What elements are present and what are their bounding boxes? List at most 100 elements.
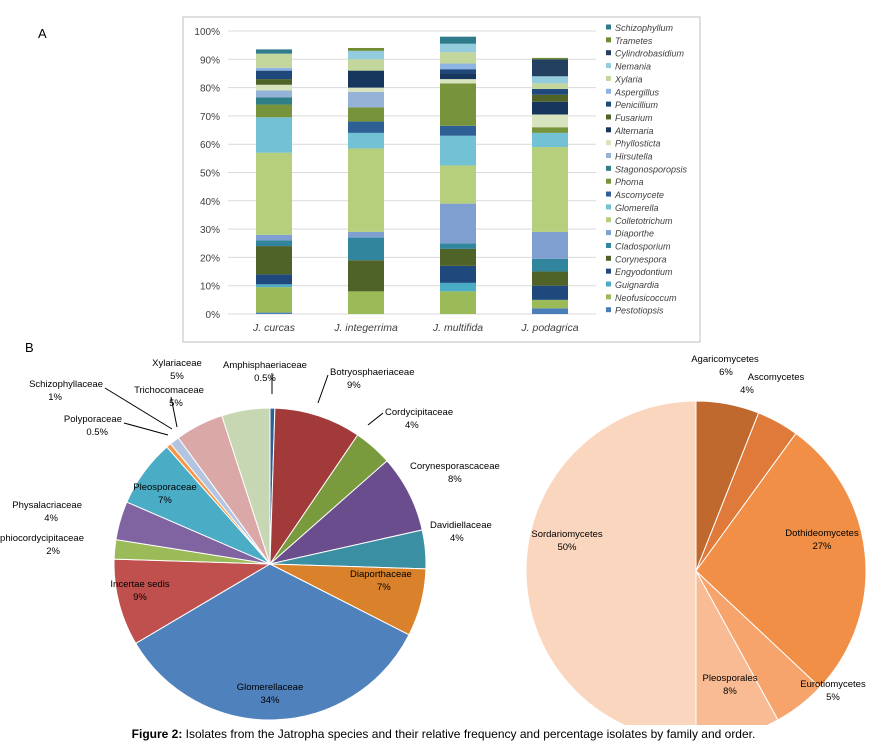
legend-label-neofusicoccum: Neofusicoccum xyxy=(615,293,677,303)
y-tick-label: 70% xyxy=(200,112,220,123)
order-pie-chart: Agaricomycetes 6% Ascomycetes 4% Dothideomyc… xyxy=(525,354,867,725)
bar-segment-alternaria xyxy=(532,101,568,115)
x-tick-label: J. multifida xyxy=(432,322,483,334)
leader-line xyxy=(317,374,329,404)
legend-label-ascomycete: Ascomycete xyxy=(614,190,664,200)
bar-segment-xylaria xyxy=(532,83,568,90)
bar-segment-nemania xyxy=(532,76,568,84)
bar-segment-engyodontium xyxy=(532,285,568,300)
y-tick-label: 40% xyxy=(200,197,220,208)
legend-swatch xyxy=(606,88,611,94)
legend-label-phoma: Phoma xyxy=(615,177,644,187)
bar-segment-phyllosticta xyxy=(256,84,292,91)
family-pct-amphisphaeriaceae: 0.5% xyxy=(254,373,276,384)
x-tick-label: J. curcas xyxy=(252,322,296,334)
order-pct-sordariomycetes: 50% xyxy=(557,542,577,553)
legend-label-alternaria: Alternaria xyxy=(614,126,654,136)
bar-segment-schizophyllum xyxy=(256,49,292,54)
y-tick-label: 20% xyxy=(200,253,220,264)
y-tick-label: 80% xyxy=(200,84,220,95)
family-label-davidiellaceae: Davidiellaceae xyxy=(430,520,492,531)
legend-swatch xyxy=(606,268,611,274)
panel-b-label: B xyxy=(25,340,34,355)
family-label-physalacriaceae: Physalacriaceae xyxy=(12,500,82,511)
legend-swatch xyxy=(606,191,611,197)
bar-segment-neofusicoccum xyxy=(348,291,384,314)
bar-segment-diaporthe xyxy=(348,231,384,238)
legend-label-trametes: Trametes xyxy=(615,36,653,46)
legend-label-schizophyllum: Schizophyllum xyxy=(615,23,674,33)
family-slice-xylariaceae xyxy=(221,407,271,565)
bar-segment-alternaria xyxy=(348,70,384,88)
legend-label-phyllosticta: Phyllosticta xyxy=(615,139,661,149)
bar-segment-penicillium xyxy=(532,89,568,95)
bar-segment-xylaria xyxy=(256,53,292,68)
family-pct-cordycipitaceae: 4% xyxy=(405,420,419,431)
legend-label-fusarium: Fusarium xyxy=(615,113,653,123)
legend-swatch xyxy=(606,50,611,56)
legend-label-corynespora: Corynespora xyxy=(615,254,667,264)
legend-swatch xyxy=(606,294,611,300)
legend-swatch xyxy=(606,127,611,133)
family-pct-corynesporascaceae: 8% xyxy=(448,474,462,485)
legend-label-hirsutella: Hirsutella xyxy=(615,152,653,162)
bar-segment-hirsutella xyxy=(256,90,292,98)
bar-segment-penicillium xyxy=(440,69,476,74)
family-pie-chart: Amphisphaeriaceae 0.5% Botryosphaeriaceae 9… xyxy=(0,358,500,721)
bar-segment-engyodontium xyxy=(440,265,476,283)
bar-segment-diaporthe xyxy=(532,231,568,259)
y-tick-label: 90% xyxy=(200,55,220,66)
bar-segment-stagonosporopsis xyxy=(256,97,292,105)
family-label-incertae-sedis: Incertae sedis xyxy=(110,579,169,590)
bar-segment-corynespora xyxy=(440,248,476,266)
legend-label-cylindrobasidium: Cylindrobasidium xyxy=(615,49,685,59)
bar-segment-nemania xyxy=(440,43,476,53)
legend-label-cladosporium: Cladosporium xyxy=(615,241,671,251)
bar-segment-colletotrichum xyxy=(348,148,384,232)
bar-segment-corynespora xyxy=(532,271,568,286)
legend-swatch xyxy=(606,63,611,69)
family-label-pleosporaceae: Pleosporaceae xyxy=(133,482,196,493)
order-slice-sordariomycetes xyxy=(525,400,697,725)
bar-segment-aspergillus xyxy=(440,63,476,70)
bar-segment-phoma xyxy=(532,127,568,133)
order-pct-ascomycetes: 4% xyxy=(740,385,754,396)
bar-segment-neofusicoccum xyxy=(256,287,292,313)
family-label-cordycipitaceae: Cordycipitaceae xyxy=(385,407,453,418)
legend-label-stagonosporopsis: Stagonosporopsis xyxy=(615,164,688,174)
family-slice-glomerellaceae xyxy=(135,563,410,721)
bar-segment-pestotiopsis xyxy=(256,312,292,314)
family-label-amphisphaeriaceae: Amphisphaeriaceae xyxy=(223,360,307,371)
bar-segment-cladosporium xyxy=(440,243,476,249)
bar-segment-diaporthe xyxy=(256,234,292,241)
bar-segment-aspergillus xyxy=(256,67,292,71)
y-tick-label: 30% xyxy=(200,225,220,236)
legend-swatch xyxy=(606,204,611,210)
order-pct-eurotiomycetes: 5% xyxy=(826,692,840,703)
figure-caption: Figure 2: Isolates from the Jatropha spe… xyxy=(0,727,887,741)
bar-segment-fusarium xyxy=(532,94,568,102)
legend-label-colletotrichum: Colletotrichum xyxy=(615,216,673,226)
order-slice-pleosporales xyxy=(695,570,779,725)
legend-label-guignardia: Guignardia xyxy=(615,280,659,290)
order-label-dothideomycetes: Dothideomycetes xyxy=(785,528,859,539)
y-tick-label: 50% xyxy=(200,169,220,180)
leader-line xyxy=(123,422,169,436)
bar-segment-phyllosticta xyxy=(532,114,568,128)
bar-segment-phoma xyxy=(256,104,292,118)
bar-segment-cladosporium xyxy=(256,240,292,247)
family-pct-incertae-sedis: 9% xyxy=(133,592,147,603)
order-label-ascomycetes: Ascomycetes xyxy=(748,372,805,383)
family-label-schizophyllaceae: Schizophyllaceae xyxy=(29,379,103,390)
x-tick-label: J. integerrima xyxy=(333,322,398,334)
legend-swatch xyxy=(606,153,611,158)
caption-text: Isolates from the Jatropha species and t… xyxy=(185,727,756,741)
y-tick-label: 10% xyxy=(200,282,220,293)
leader-line xyxy=(104,387,173,430)
bar-segment-neofusicoccum xyxy=(532,299,568,309)
legend-swatch xyxy=(606,217,611,223)
family-label-corynesporascaceae: Corynesporascaceae xyxy=(410,461,500,472)
order-label-agaricomycetes: Agaricomycetes xyxy=(691,354,759,365)
bar-segment-colletotrichum xyxy=(256,152,292,235)
